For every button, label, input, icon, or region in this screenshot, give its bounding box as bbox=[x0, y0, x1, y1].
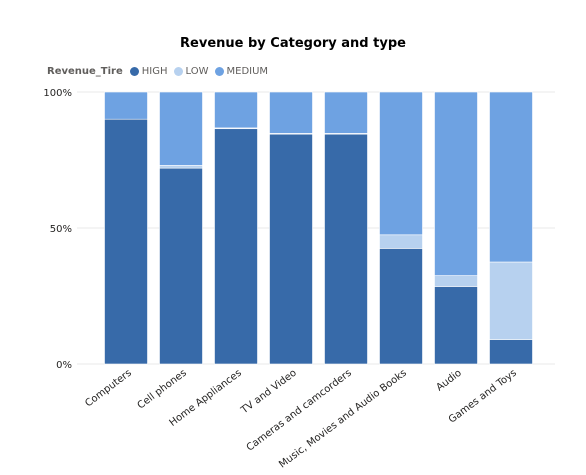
y-tick-label: 50% bbox=[50, 224, 72, 235]
legend-label-low: LOW bbox=[185, 65, 209, 77]
bar-segment-medium bbox=[434, 91, 478, 276]
bar-segment-high bbox=[159, 167, 203, 365]
legend-marker-medium bbox=[214, 66, 224, 76]
bar-segment-medium bbox=[379, 91, 423, 236]
bar-segment-high bbox=[104, 118, 148, 365]
legend-marker-high bbox=[129, 66, 139, 76]
bar-segment-medium bbox=[489, 91, 533, 263]
bar-segment-high bbox=[379, 248, 423, 365]
bar-segment-medium bbox=[104, 91, 148, 120]
y-tick-label: 100% bbox=[43, 88, 72, 99]
legend-title: Revenue_Tire bbox=[47, 65, 123, 77]
bar-segment-medium bbox=[214, 91, 258, 129]
bar-segment-low bbox=[379, 234, 423, 249]
bar-segment-high bbox=[214, 128, 258, 365]
legend-marker-low bbox=[173, 66, 183, 76]
legend: Revenue_Tire HIGH LOW MEDIUM bbox=[47, 64, 274, 78]
x-tick-label: Cameras and camcorders bbox=[245, 368, 354, 454]
x-tick-label: TV and Video bbox=[239, 368, 299, 417]
bar-segment-low bbox=[434, 275, 478, 287]
bar-segment-low bbox=[489, 261, 533, 340]
bar-segment-medium bbox=[324, 91, 368, 134]
x-tick-label: Computers bbox=[83, 368, 133, 410]
bar-segment-high bbox=[489, 339, 533, 365]
x-tick-label: Audio bbox=[434, 368, 463, 394]
legend-label-medium: MEDIUM bbox=[226, 65, 269, 77]
bar-segment-medium bbox=[159, 91, 203, 166]
chart-title: Revenue by Category and type bbox=[180, 36, 406, 51]
x-tick-label: Cell phones bbox=[136, 368, 189, 412]
bar-segment-high bbox=[434, 286, 478, 365]
legend-item-low[interactable]: LOW bbox=[173, 65, 209, 77]
bar-segment-low bbox=[159, 165, 203, 169]
bar-segment-high bbox=[324, 133, 368, 365]
legend-item-medium[interactable]: MEDIUM bbox=[214, 65, 269, 77]
bar-segment-high bbox=[269, 133, 313, 365]
legend-item-high[interactable]: HIGH bbox=[129, 65, 168, 77]
legend-label-high: HIGH bbox=[141, 65, 168, 77]
y-tick-label: 0% bbox=[56, 360, 72, 371]
bar-segment-medium bbox=[269, 91, 313, 134]
